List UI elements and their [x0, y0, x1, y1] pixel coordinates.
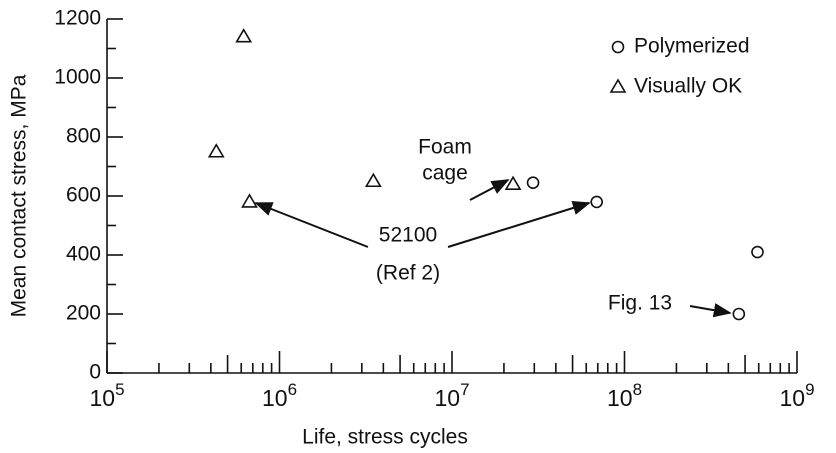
x-axis-label: Life, stress cycles	[302, 426, 468, 449]
x-tick-label: 108	[607, 380, 642, 411]
y-tick-label: 400	[66, 243, 101, 266]
annotation: Foam	[418, 136, 472, 159]
x-tick-exponent: 8	[633, 380, 642, 399]
annotation: Fig. 13	[608, 292, 672, 315]
annotation: (Ref 2)	[376, 262, 440, 285]
legend-marker	[611, 40, 625, 54]
point	[526, 176, 540, 190]
y-tick-label: 0	[89, 361, 101, 384]
x-tick-label: 105	[89, 380, 124, 411]
x-tick-base: 10	[262, 385, 288, 411]
point	[504, 175, 522, 190]
x-tick-exponent: 6	[288, 380, 297, 399]
point	[751, 245, 764, 259]
annotation-arrow	[689, 303, 732, 318]
x-tick-label: 109	[779, 380, 814, 411]
y-axis-label: Mean contact stress, MPa	[8, 74, 31, 317]
annotation: 52100	[379, 224, 437, 247]
legend-label: Polymerized	[634, 35, 750, 58]
x-tick-exponent: 9	[805, 380, 814, 399]
annotation: cage	[422, 162, 468, 185]
y-tick-label: 800	[66, 125, 101, 148]
annotation-arrow	[447, 200, 591, 248]
x-tick-base: 10	[434, 385, 460, 411]
x-tick-base: 10	[607, 385, 633, 411]
legend-label: Visually OK	[634, 75, 742, 98]
x-tick-exponent: 5	[115, 380, 124, 399]
annotation-arrow	[469, 179, 510, 201]
x-tick-exponent: 7	[460, 380, 469, 399]
x-tick-label: 106	[262, 380, 297, 411]
y-tick-label: 1200	[54, 7, 101, 30]
legend-marker	[609, 78, 627, 93]
point	[590, 195, 604, 209]
x-tick-label: 107	[434, 380, 469, 411]
annotation-arrow	[254, 202, 369, 248]
y-tick-label: 200	[66, 302, 101, 325]
point	[732, 307, 746, 321]
y-tick-label: 600	[66, 184, 101, 207]
point	[364, 172, 382, 188]
y-tick-label: 1000	[54, 66, 101, 89]
point	[235, 28, 253, 43]
x-tick-base: 10	[89, 385, 115, 411]
point	[241, 193, 258, 208]
x-tick-base: 10	[779, 385, 805, 411]
point	[207, 143, 225, 158]
